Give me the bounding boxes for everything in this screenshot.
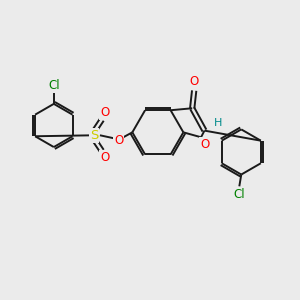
Text: S: S [90, 129, 98, 142]
Text: O: O [114, 134, 123, 147]
Text: O: O [200, 138, 210, 151]
Text: O: O [100, 152, 110, 164]
Text: Cl: Cl [233, 188, 245, 201]
Text: Cl: Cl [48, 79, 60, 92]
Text: O: O [190, 75, 199, 88]
Text: H: H [214, 118, 222, 128]
Text: O: O [100, 106, 110, 119]
